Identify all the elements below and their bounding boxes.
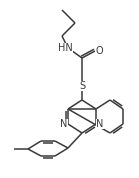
Text: N: N	[96, 119, 104, 129]
Text: S: S	[79, 81, 85, 91]
Text: HN: HN	[58, 43, 72, 53]
Text: O: O	[95, 46, 103, 56]
Text: N: N	[60, 119, 68, 129]
